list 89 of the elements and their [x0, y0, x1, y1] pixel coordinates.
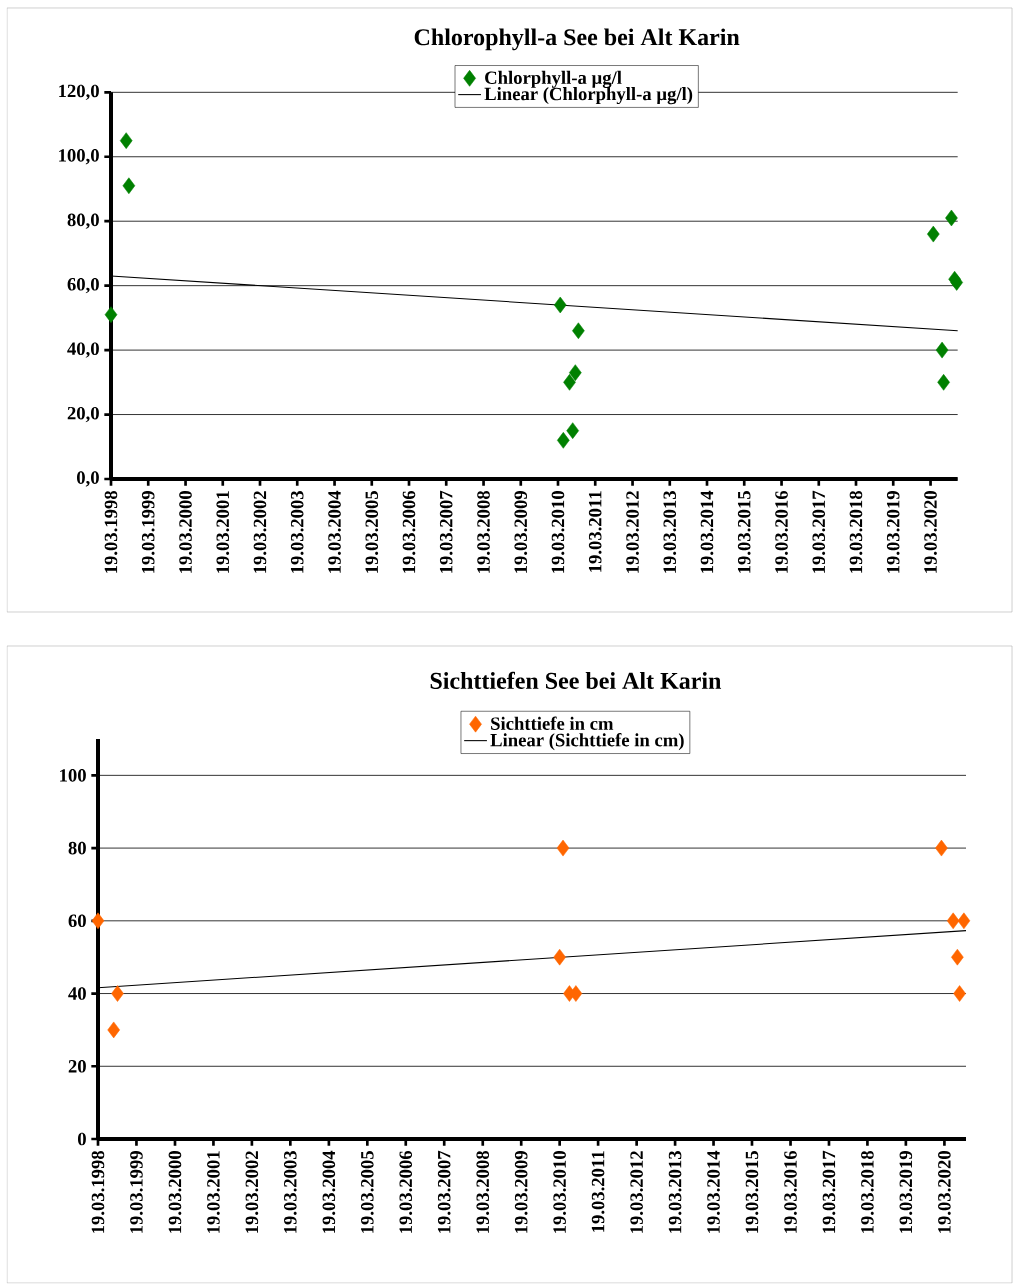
x-tick-label: 19.03.2006: [399, 1150, 413, 1233]
point: [553, 948, 566, 966]
x-tick-label: 19.03.2018: [861, 1150, 874, 1233]
x-tick-label: 19.03.2015: [745, 1151, 759, 1233]
x-tick-label: 19.03.2000: [179, 491, 192, 573]
point: [572, 322, 585, 340]
point: [91, 912, 105, 930]
y-tick-label: 20,0: [67, 406, 99, 423]
point: [950, 274, 963, 291]
x-tick-label: 19.03.2012: [630, 1151, 643, 1233]
x-tick-label: 19.03.2019: [899, 1151, 913, 1233]
x-tick-label: 19.03.2011: [591, 1151, 605, 1232]
x-tick-label: 19.03.1998: [91, 1150, 105, 1233]
x-tick-label: 19.03.1999: [130, 1151, 143, 1233]
point: [953, 985, 966, 1002]
legend-label: Sichttiefe in cm: [491, 716, 614, 730]
x-tick-label: 19.03.2020: [924, 491, 937, 573]
y-tick-label: 40: [68, 987, 86, 1000]
x-tick-label: 19.03.2017: [822, 1150, 836, 1233]
x-tick-label: 19.03.2010: [551, 491, 565, 573]
point: [951, 948, 964, 966]
point: [569, 364, 582, 381]
x-tick-label: 19.03.2007: [439, 490, 453, 573]
point: [935, 341, 949, 359]
x-tick-label: 19.03.2009: [514, 1151, 528, 1233]
y-tick-label: 60: [68, 914, 86, 928]
x-tick-label: 19.03.2007: [437, 1150, 451, 1233]
point: [957, 912, 971, 930]
x-tick-label: 19.03.2002: [245, 1151, 259, 1233]
x-tick-label: 19.03.2001: [207, 1151, 220, 1233]
x-tick-label: 19.03.2008: [476, 1150, 490, 1233]
x-tick-label: 19.03.2004: [322, 1150, 336, 1233]
x-tick-label: 19.03.2011: [588, 491, 602, 572]
x-tick-label: 19.03.2016: [775, 490, 788, 573]
y-tick-label: 120,0: [59, 84, 99, 100]
x-tick-label: 19.03.2019: [886, 491, 900, 573]
x-tick-label: 19.03.2013: [668, 1151, 682, 1233]
y-tick-label: 80,0: [67, 213, 99, 229]
y-tick-label: 80: [68, 841, 86, 855]
x-tick-label: 19.03.2010: [553, 1151, 566, 1233]
point: [945, 209, 958, 227]
y-tick-label: 100: [60, 769, 86, 782]
x-tick-label: 19.03.2006: [402, 490, 416, 573]
point: [563, 374, 576, 391]
y-tick-label: 0: [78, 1132, 86, 1146]
point: [553, 296, 567, 314]
point: [946, 912, 960, 930]
x-tick-label: 19.03.2014: [707, 1150, 720, 1233]
y-tick-label: 0,0: [77, 471, 99, 487]
x-tick-label: 19.03.2020: [938, 1151, 951, 1233]
x-tick-label: 19.03.2015: [737, 491, 751, 573]
legend-label: Linear (Chlorphyll-a µg/l): [484, 87, 693, 105]
point: [111, 985, 124, 1002]
point: [927, 225, 940, 243]
point: [119, 132, 133, 149]
point: [935, 839, 948, 857]
point: [566, 422, 579, 439]
point: [122, 177, 136, 195]
x-tick-label: 19.03.2008: [477, 490, 490, 573]
x-tick-label: 19.03.2017: [812, 490, 826, 573]
legend-label: Chlorphyll-a µg/l: [485, 70, 622, 88]
chart-title: Sichttiefen See bei Alt Karin: [430, 671, 722, 689]
x-tick-label: 19.03.2009: [514, 491, 528, 573]
x-tick-label: 19.03.2016: [784, 1150, 797, 1233]
point: [107, 1021, 120, 1039]
x-tick-label: 19.03.2012: [626, 491, 639, 573]
x-tick-label: 19.03.2003: [283, 1151, 297, 1233]
point: [104, 306, 118, 323]
x-tick-label: 19.03.2005: [360, 1151, 374, 1233]
x-tick-label: 19.03.2001: [216, 491, 230, 573]
y-tick-label: 20: [68, 1059, 86, 1073]
point: [937, 374, 950, 391]
x-tick-label: 19.03.2014: [700, 490, 714, 573]
x-tick-label: 19.03.1999: [141, 491, 155, 573]
y-tick-label: 60,0: [67, 277, 99, 294]
x-tick-label: 19.03.2018: [849, 490, 863, 573]
x-tick-label: 19.03.2000: [168, 1151, 182, 1233]
legend-label: Linear (Sichttiefe in cm): [490, 733, 684, 751]
x-tick-label: 19.03.1998: [104, 490, 118, 573]
x-tick-label: 19.03.2003: [290, 491, 304, 573]
point: [557, 432, 570, 449]
x-tick-label: 19.03.2013: [663, 491, 677, 573]
x-tick-label: 19.03.2004: [328, 490, 341, 573]
x-tick-label: 19.03.2002: [253, 491, 267, 573]
point: [556, 839, 570, 857]
x-tick-label: 19.03.2005: [365, 491, 379, 573]
y-tick-label: 40,0: [67, 342, 99, 358]
chart-title: Chlorophyll-a See bei Alt Karin: [414, 28, 740, 51]
y-tick-label: 100,0: [59, 149, 99, 165]
